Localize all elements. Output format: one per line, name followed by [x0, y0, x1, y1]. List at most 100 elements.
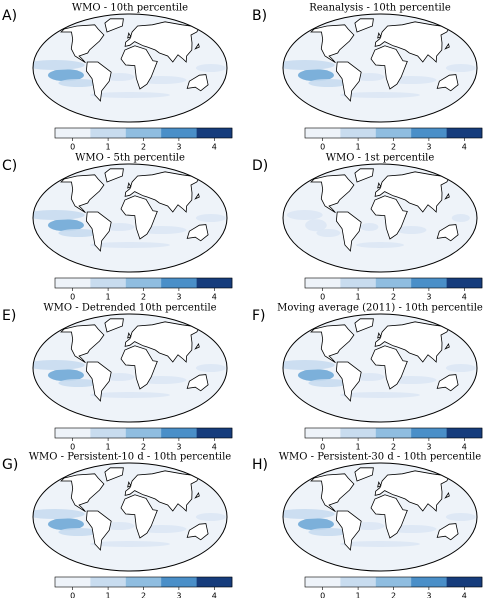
- anomaly-patch: [396, 226, 427, 234]
- colorbar-tick-label: 1: [356, 143, 361, 152]
- colorbar-tick-label: 0: [70, 143, 75, 152]
- colorbar-segment: [340, 577, 377, 587]
- colorbar-tick-label: 0: [70, 293, 75, 302]
- map-border: [282, 163, 478, 273]
- anomaly-patch: [47, 219, 84, 232]
- anomaly-patch: [90, 92, 170, 98]
- map-border: [32, 13, 228, 123]
- map: [283, 314, 477, 422]
- colorbar-segment: [196, 128, 233, 138]
- land: [377, 332, 382, 339]
- land: [436, 74, 459, 92]
- land: [374, 21, 451, 63]
- colorbar-segment: [340, 428, 377, 438]
- anomaly-patch: [47, 369, 84, 382]
- anomaly-patch: [58, 79, 99, 87]
- land: [374, 470, 451, 512]
- colorbar-tick-label: 0: [320, 443, 325, 452]
- colorbar-tick-label: 0: [320, 293, 325, 302]
- colorbar-segment: [90, 128, 127, 138]
- anomaly-patch: [445, 364, 476, 372]
- colorbar-tick-label: 2: [141, 443, 146, 452]
- colorbar-tick-label: 2: [391, 293, 396, 302]
- anomaly-patch: [90, 541, 170, 547]
- anomaly-patch: [308, 528, 349, 536]
- panel-label: H): [252, 457, 268, 473]
- land: [124, 470, 201, 512]
- colorbar-tick-label: 0: [70, 592, 75, 599]
- anomaly-patch: [90, 392, 170, 398]
- anomaly-patch: [286, 210, 323, 220]
- land: [85, 211, 112, 252]
- map-border: [282, 462, 478, 572]
- anomaly-patch: [354, 373, 385, 381]
- land: [104, 467, 124, 482]
- panel-title: WMO - Persistent-30 d - 10th percentile: [279, 452, 482, 463]
- land: [127, 332, 132, 339]
- land: [335, 211, 362, 252]
- colorbar-tick-label: 0: [320, 143, 325, 152]
- colorbar-tick-label: 1: [356, 443, 361, 452]
- panel-title: WMO - Persistent-10 d - 10th percentile: [29, 452, 232, 463]
- land: [120, 195, 158, 240]
- land: [60, 24, 105, 63]
- colorbar-segment: [55, 577, 91, 587]
- colorbar-tick-label: 1: [106, 293, 111, 302]
- colorbar-tick-label: 2: [141, 293, 146, 302]
- anomaly-patch: [104, 373, 135, 381]
- land: [444, 343, 450, 350]
- anomaly-patch: [33, 360, 85, 370]
- colorbar-tick-label: 3: [426, 293, 431, 302]
- land: [444, 43, 450, 50]
- panel: F) Moving average (2011) - 10th percentil…: [252, 303, 483, 452]
- colorbar-tick-label: 4: [462, 293, 467, 302]
- colorbar-tick-label: 2: [391, 592, 396, 599]
- land: [120, 494, 158, 539]
- colorbar-tick-label: 1: [356, 592, 361, 599]
- colorbar-segment: [446, 428, 483, 438]
- anomaly-patch: [104, 73, 135, 81]
- colorbar-tick-label: 1: [356, 293, 361, 302]
- land: [186, 374, 209, 392]
- land: [377, 481, 382, 488]
- anomaly-patch: [308, 379, 349, 387]
- panel-title: WMO - 5th percentile: [75, 153, 185, 164]
- land: [124, 21, 201, 63]
- panel: H) WMO - Persistent-30 d - 10th percentil…: [252, 452, 483, 601]
- anomaly-patch: [451, 214, 470, 222]
- panel-title: WMO - Detrended 10th percentile: [43, 303, 216, 314]
- colorbar-tick-label: 4: [212, 143, 217, 152]
- panel: A) WMO - 10th percentile 0 1 2 3 4: [2, 3, 233, 152]
- map: [283, 164, 477, 272]
- land: [354, 168, 374, 183]
- colorbar-segment: [55, 128, 91, 138]
- colorbar-tick-label: 4: [212, 293, 217, 302]
- colorbar-tick-label: 3: [176, 293, 181, 302]
- anomaly-patch: [195, 214, 226, 222]
- panel-label: E): [2, 308, 16, 324]
- anomaly-patch: [195, 513, 226, 521]
- anomaly-patch: [297, 369, 334, 382]
- colorbar-segment: [305, 128, 341, 138]
- colorbar-tick-label: 4: [462, 443, 467, 452]
- land: [104, 168, 124, 183]
- land: [186, 74, 209, 92]
- anomaly-patch: [58, 229, 99, 237]
- colorbar-segment: [125, 428, 162, 438]
- colorbar-segment: [125, 128, 162, 138]
- colorbar-segment: [161, 128, 197, 138]
- panel-title: WMO - 1st percentile: [326, 153, 435, 164]
- anomaly-patch: [283, 509, 335, 519]
- anomaly-patch: [297, 69, 334, 82]
- land: [444, 492, 450, 499]
- land: [186, 224, 209, 242]
- anomaly-patch: [340, 392, 420, 398]
- land: [370, 45, 408, 90]
- land: [127, 182, 132, 189]
- land: [60, 174, 105, 213]
- land: [120, 345, 158, 390]
- colorbar-segment: [305, 577, 341, 587]
- anomaly-patch: [47, 518, 84, 531]
- land: [60, 473, 105, 512]
- anomaly-patch: [104, 223, 135, 231]
